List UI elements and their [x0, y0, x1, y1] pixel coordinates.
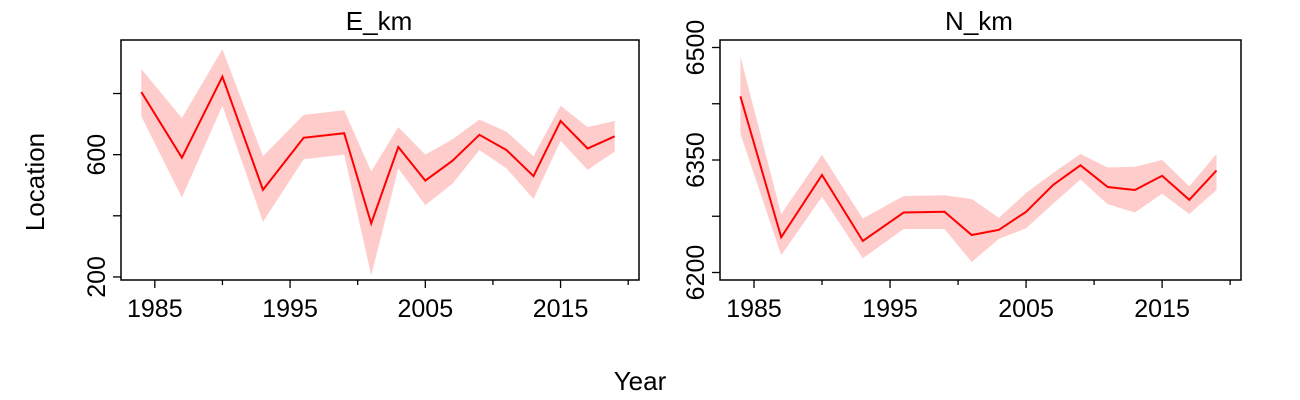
y-tick-label-n-km: 6350: [682, 132, 710, 188]
x-tick-label-e-km: 2005: [397, 295, 453, 323]
x-tick-label-n-km: 2005: [998, 295, 1054, 323]
x-tick-label-e-km: 1995: [262, 295, 318, 323]
x-axis-title: Year: [614, 366, 667, 396]
panel-n-km: N_km 1985 1995 2005 2015 6200 6350 6500: [682, 6, 1242, 323]
y-tick-label-n-km: 6200: [682, 245, 710, 301]
x-tick-label-n-km: 1995: [862, 295, 918, 323]
confidence-band-e-km: [141, 49, 615, 276]
x-tick-label-n-km: 2015: [1134, 295, 1190, 323]
y-tick-label-e-km: 200: [83, 256, 111, 298]
series-line-e-km: [140, 74, 616, 227]
panel-e-km: E_km 1985 1995 2005 2015 200 600: [83, 6, 640, 323]
plot-frame-e-km: [120, 39, 640, 281]
x-tick-label-e-km: 1985: [127, 295, 183, 323]
panel-title-n-km: N_km: [945, 6, 1013, 36]
y-axis-title: Location: [20, 133, 50, 231]
panel-title-e-km: E_km: [346, 6, 412, 36]
y-tick-label-e-km: 600: [83, 134, 111, 176]
confidence-band-n-km: [740, 56, 1217, 262]
x-tick-label-n-km: 1985: [726, 295, 782, 323]
series-line-n-km: [739, 96, 1218, 243]
y-tick-label-n-km: 6500: [682, 20, 710, 76]
x-tick-label-e-km: 2015: [533, 295, 589, 323]
